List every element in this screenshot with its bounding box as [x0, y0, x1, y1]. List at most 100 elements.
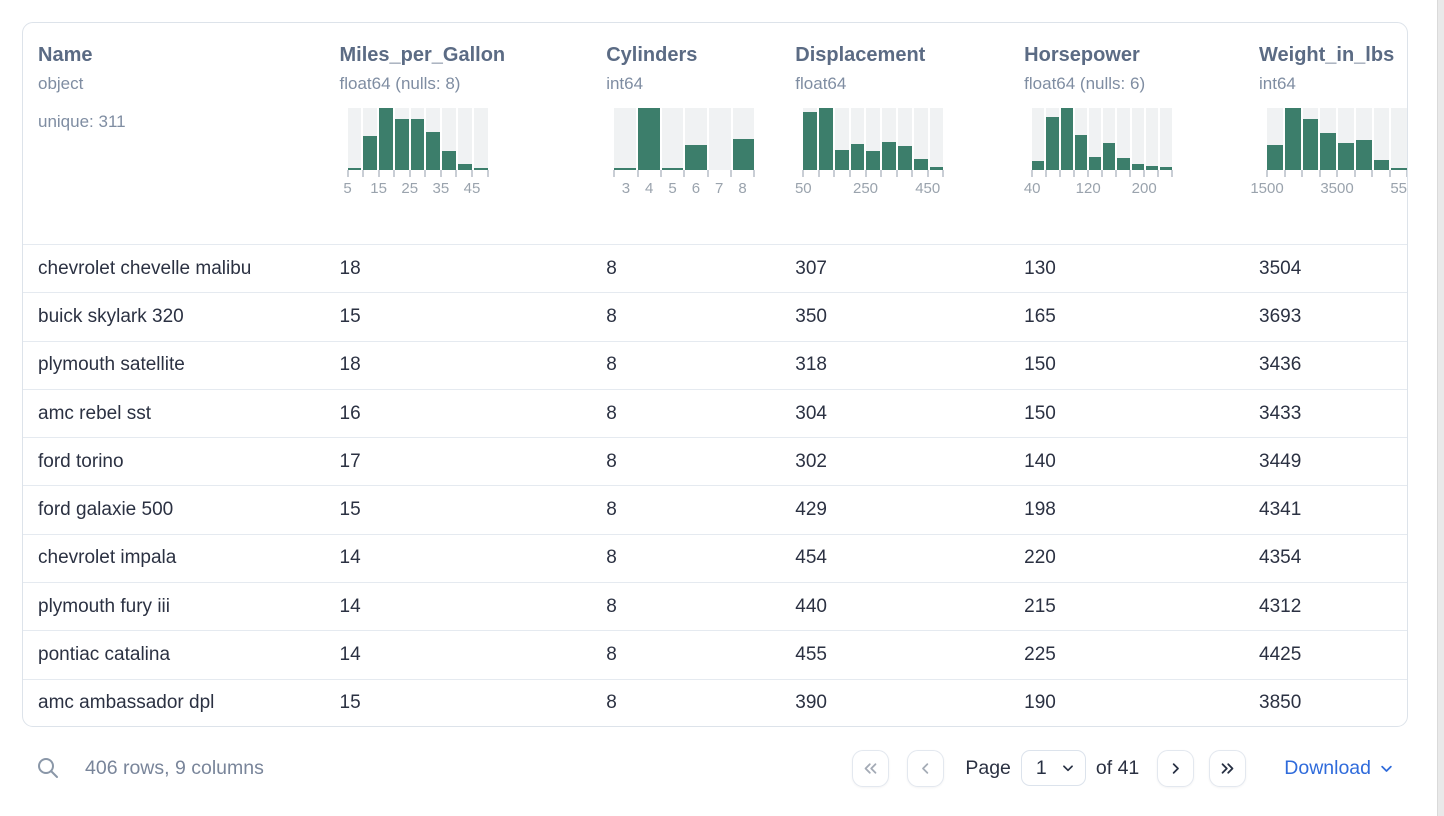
- rows-summary: 406 rows, 9 columns: [85, 756, 264, 779]
- histogram-weight_in_lbs[interactable]: 1500 3500 5500: [1250, 108, 1407, 198]
- histogram-bin: [473, 108, 488, 170]
- last-page-button[interactable]: [1209, 749, 1247, 787]
- axis-tick: [455, 170, 458, 177]
- histogram-axis: [613, 170, 756, 177]
- histogram-bin: [1320, 108, 1336, 170]
- table-cell: 215: [1024, 595, 1056, 617]
- table-cell: 220: [1024, 547, 1056, 569]
- table-cell: 190: [1024, 692, 1056, 714]
- axis-tick: [1129, 170, 1132, 177]
- prev-page-button[interactable]: [907, 749, 945, 787]
- histogram-bar: [1032, 160, 1045, 170]
- chevrons-left-icon: [864, 762, 877, 774]
- axis-tick: [1045, 170, 1048, 177]
- histogram-bar: [834, 149, 849, 170]
- table-cell: 302: [795, 450, 827, 472]
- axis-tick: [1157, 170, 1160, 177]
- histogram-bar: [614, 168, 636, 170]
- histogram-tick-labels: 50 250 450: [795, 180, 943, 198]
- axis-tick: [683, 170, 686, 177]
- table-cell: 8: [606, 499, 617, 521]
- table-cell: 17: [339, 450, 361, 472]
- table-cell: 18: [339, 257, 361, 279]
- download-button[interactable]: Download: [1284, 757, 1394, 780]
- axis-tick: [470, 170, 473, 177]
- next-page-button[interactable]: [1157, 749, 1195, 787]
- table-cell: 4312: [1259, 595, 1302, 617]
- axis-tick: [1353, 170, 1356, 177]
- histogram-bars: [1267, 108, 1407, 170]
- table-cell: 440: [795, 595, 827, 617]
- hist-tick-label: 25: [401, 180, 419, 197]
- column-title: Weight_in_lbs: [1259, 44, 1395, 66]
- histogram-axis: [1266, 170, 1407, 177]
- histogram-bar: [379, 108, 393, 170]
- table-cell: 15: [339, 305, 361, 327]
- column-type: object: [38, 74, 84, 93]
- table-cell: 307: [795, 257, 827, 279]
- table-cell: 8: [606, 305, 617, 327]
- histogram-bar: [1320, 132, 1336, 170]
- hist-tick-label: 15: [370, 180, 387, 197]
- table-cell: 3693: [1259, 305, 1302, 327]
- table-cell: 165: [1024, 305, 1056, 327]
- table-row: pontiac catalina 14 8 455 225 4425: [23, 630, 1407, 678]
- page-select[interactable]: 1: [1020, 750, 1086, 786]
- table-cell: 390: [795, 692, 827, 714]
- table-cell: 140: [1024, 450, 1056, 472]
- axis-tick: [848, 170, 851, 177]
- histogram-bars: [347, 108, 488, 170]
- histogram-bar: [1103, 143, 1116, 170]
- axis-tick: [408, 170, 411, 177]
- histogram-bin: [347, 108, 362, 170]
- axis-tick: [424, 170, 427, 177]
- hist-tick-label: 3500: [1320, 180, 1354, 197]
- hist-tick-label: 40: [1023, 180, 1041, 197]
- hist-tick-label: 7: [715, 180, 724, 197]
- histogram-miles_per_gallon[interactable]: 5 15 25 35 45: [343, 108, 489, 198]
- page-select-value: 1: [1035, 756, 1047, 779]
- axis-tick: [880, 170, 883, 177]
- hist-tick-label: 120: [1075, 180, 1101, 197]
- table-cell: 318: [795, 354, 827, 376]
- histogram-bin: [614, 108, 636, 170]
- histogram-bin: [410, 108, 425, 170]
- histogram-bin: [363, 108, 378, 170]
- histogram-displacement[interactable]: 50 250 450: [795, 108, 945, 198]
- first-page-button[interactable]: [852, 749, 890, 787]
- histogram-bin: [803, 108, 818, 170]
- table-cell: 4425: [1259, 644, 1302, 666]
- axis-tick: [753, 170, 756, 177]
- search-icon[interactable]: [36, 756, 60, 780]
- table-row: plymouth fury iii 14 8 440 215 4312: [23, 582, 1407, 630]
- histogram-bin: [1131, 108, 1144, 170]
- histogram-bar: [1302, 119, 1319, 170]
- table-cell: 8: [606, 692, 617, 714]
- histogram-bin: [685, 108, 707, 170]
- histogram-bin: [661, 108, 684, 170]
- histogram-bin: [1088, 108, 1102, 170]
- histogram-bin: [426, 108, 441, 170]
- axis-tick: [659, 170, 662, 177]
- table-cell: 3436: [1259, 354, 1302, 376]
- histogram-bin: [457, 108, 472, 170]
- histogram-horsepower[interactable]: 40 120 200: [1024, 108, 1174, 198]
- column-type: float64: [795, 74, 847, 93]
- page-scrollbar[interactable]: [1437, 0, 1444, 816]
- histogram-bar: [1355, 140, 1372, 170]
- histogram-bin: [1032, 108, 1045, 170]
- histogram-bin: [1373, 108, 1390, 170]
- table-cell: 3504: [1259, 257, 1302, 279]
- hist-tick-label: 5: [668, 180, 677, 197]
- histogram-bar: [1046, 117, 1059, 170]
- axis-tick: [1115, 170, 1118, 177]
- table-body: chevrolet chevelle malibu 18 8 307 130 3504 bu…: [23, 244, 1407, 726]
- histogram-bar: [1131, 163, 1144, 170]
- histogram-bin: [882, 108, 896, 170]
- histogram-bar: [866, 151, 881, 170]
- histogram-bin: [1074, 108, 1087, 170]
- table-cell: ford torino: [38, 450, 124, 472]
- axis-tick: [911, 170, 914, 177]
- table-row: ford galaxie 500 15 8 429 198 4341: [23, 485, 1407, 533]
